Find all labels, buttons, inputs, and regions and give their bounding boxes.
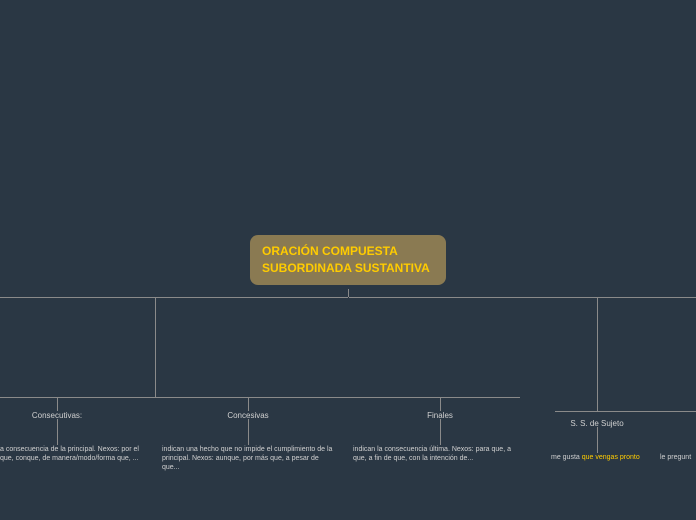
finales-desc-connector xyxy=(440,419,441,445)
title-box: ORACIÓN COMPUESTA SUBORDINADA SUSTANTIVA xyxy=(250,235,446,285)
trunk-v xyxy=(348,289,349,297)
concesivas-connector xyxy=(248,397,249,411)
sujeto-connector xyxy=(597,427,598,453)
sub-h-left xyxy=(0,397,520,398)
le-pregunt-text: le pregunt xyxy=(660,453,691,462)
consecutivas-desc-connector xyxy=(57,419,58,445)
consecutivas-desc: a consecuencia de la principal. Nexos: p… xyxy=(0,445,150,463)
me-gusta-highlight: que vengas pronto xyxy=(582,454,640,461)
main-h-right xyxy=(349,297,696,298)
finales-desc: indican la consecuencia última. Nexos: p… xyxy=(353,445,523,463)
branch-down-left xyxy=(155,297,156,397)
finales-connector xyxy=(440,397,441,411)
consecutivas-connector xyxy=(57,397,58,411)
concesivas-desc-connector xyxy=(248,419,249,445)
me-gusta-text: me gusta que vengas pronto xyxy=(551,453,640,462)
main-h-left xyxy=(0,297,348,298)
concesivas-desc: indican una hecho que no impide el cumpl… xyxy=(162,445,337,472)
right-v xyxy=(597,297,598,411)
me-gusta-prefix: me gusta xyxy=(551,454,582,461)
right-h xyxy=(555,411,696,412)
title-text: ORACIÓN COMPUESTA SUBORDINADA SUSTANTIVA xyxy=(262,243,434,277)
